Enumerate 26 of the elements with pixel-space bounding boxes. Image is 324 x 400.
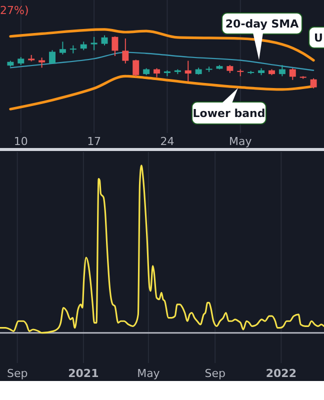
x-tick-label: May: [229, 135, 252, 148]
x-tick-label: 2022: [266, 367, 297, 380]
candlestick: [154, 68, 160, 78]
x-tick-label: Sep: [204, 367, 226, 380]
text: 20-day SMA: [225, 18, 300, 30]
candlestick: [49, 50, 56, 64]
x-tick-label: May: [137, 367, 160, 380]
candlestick: [310, 78, 317, 89]
x-tick-label: 24: [160, 135, 174, 148]
x-tick-label: 10: [14, 135, 28, 148]
candlestick: [122, 38, 129, 64]
candlestick: [112, 36, 118, 57]
x-tick-label: 2021: [68, 367, 99, 380]
candlestick: [289, 68, 296, 80]
candlestick: [101, 34, 108, 46]
candlestick: [90, 36, 98, 51]
candlestick: [38, 57, 46, 68]
candlestick: [59, 41, 66, 55]
x-tick-label: 17: [87, 135, 102, 148]
candlestick: [278, 64, 286, 77]
candlestick: [184, 60, 192, 82]
x-tick-label: Sep: [6, 367, 28, 380]
candlestick: [132, 59, 140, 78]
series-label: Lower band: [192, 107, 266, 120]
text: 27%): [0, 4, 29, 17]
series-label: U: [314, 32, 323, 44]
